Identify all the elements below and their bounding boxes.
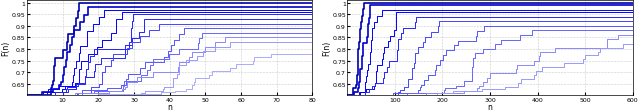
Y-axis label: F(n): F(n): [322, 41, 331, 56]
Y-axis label: F(n): F(n): [1, 41, 10, 56]
X-axis label: n: n: [167, 102, 172, 111]
X-axis label: n: n: [488, 102, 493, 111]
